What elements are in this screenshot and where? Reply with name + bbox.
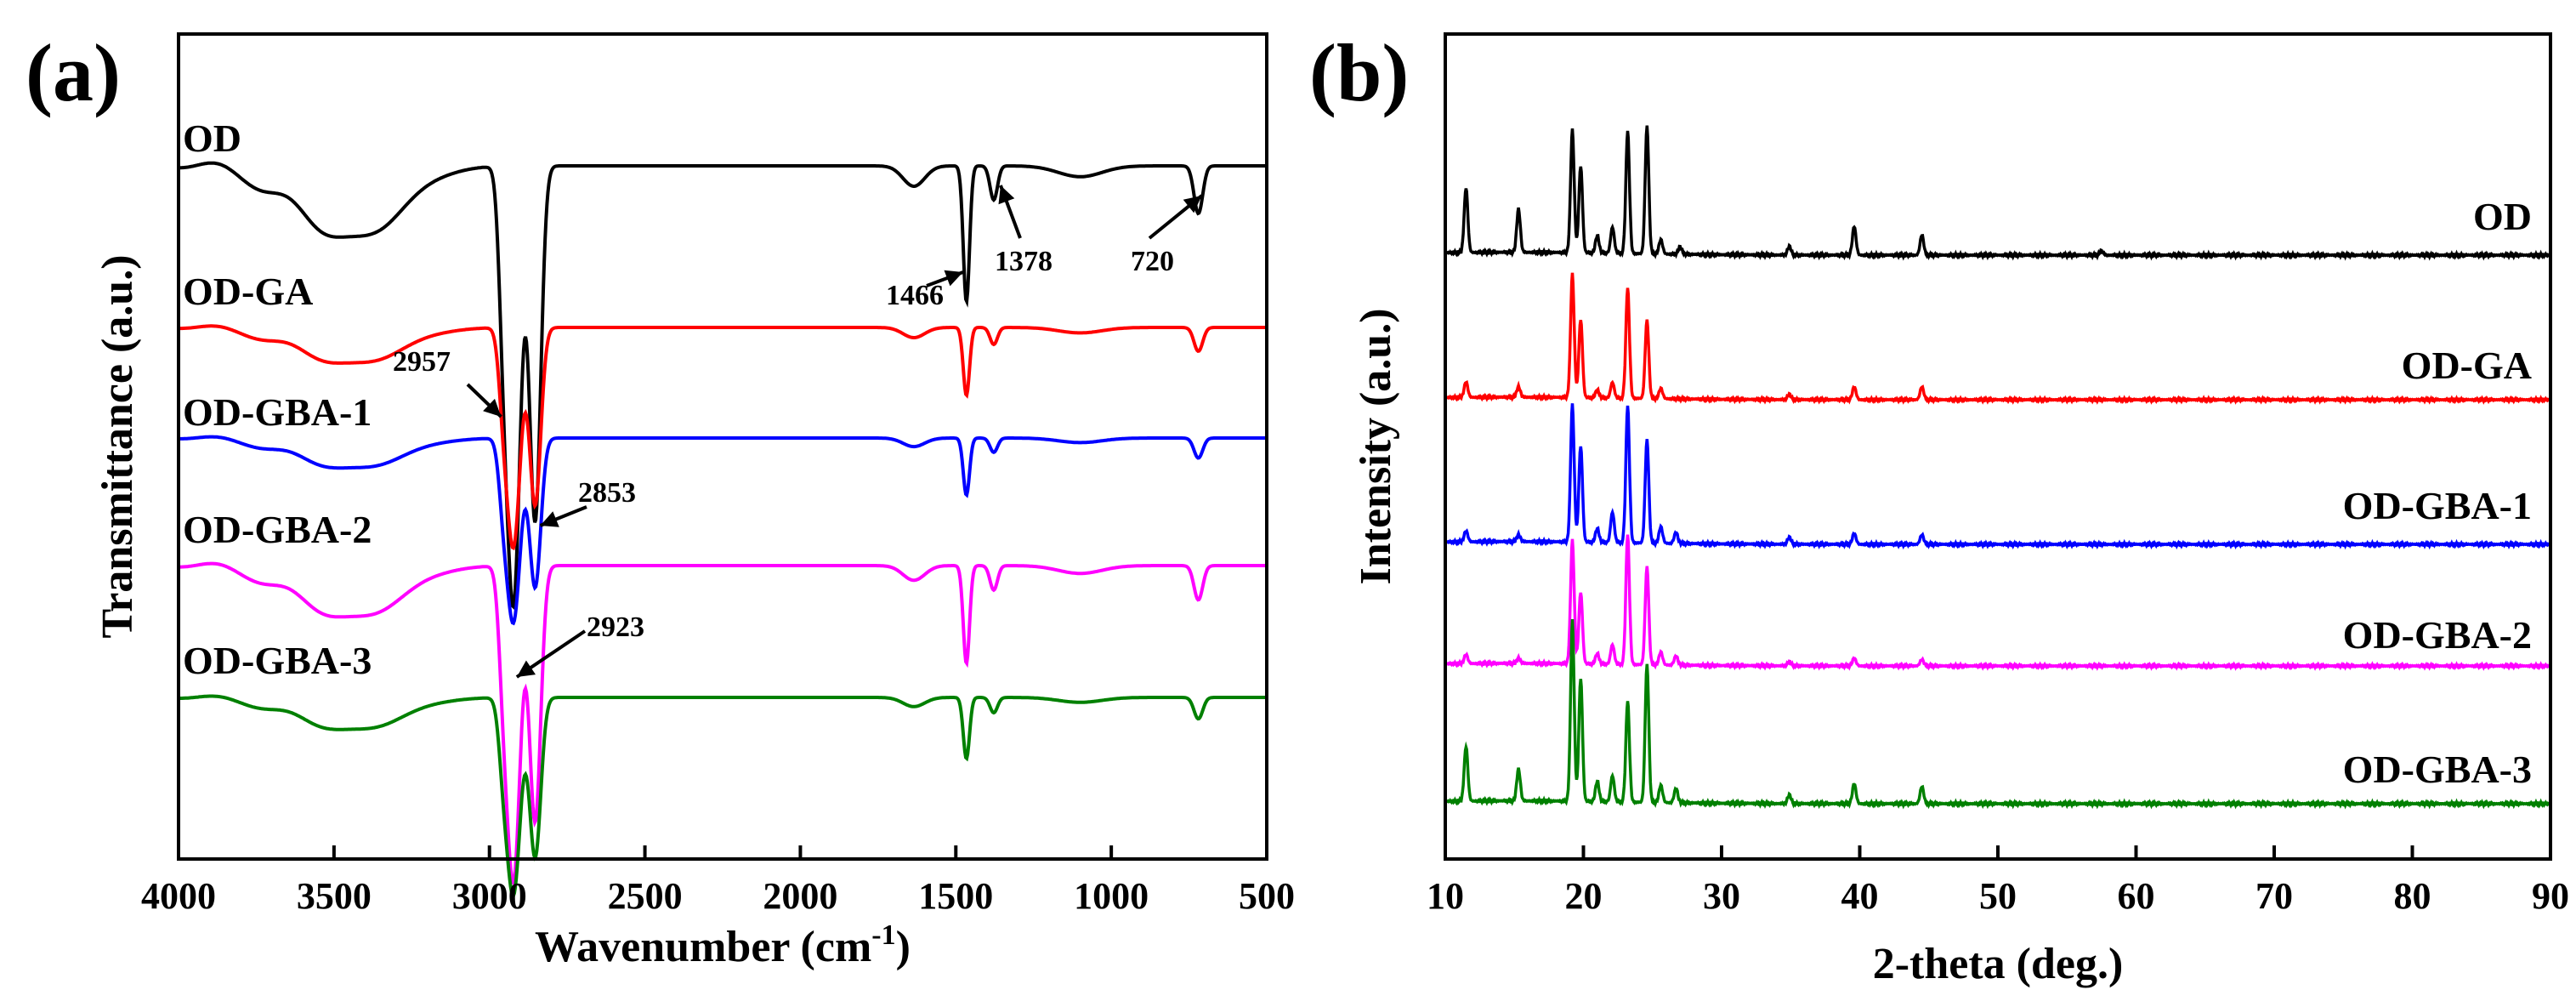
panel-a-x-tick-label: 3000 bbox=[452, 875, 527, 917]
panel-a-x-ticks: 4000 3500 3000 2500 2000 1500 1000 500 bbox=[141, 845, 1295, 917]
panel-a-annotation-label: 720 bbox=[1131, 246, 1174, 277]
panel-a-plot-frame bbox=[177, 32, 1268, 861]
panel-b-x-tick-label: 10 bbox=[1427, 875, 1464, 917]
panel-a-annotation-arrowhead bbox=[944, 270, 963, 287]
panel-a-label: (a) bbox=[26, 27, 121, 118]
panel-a-series-line bbox=[178, 161, 1267, 611]
panel-b-series-label: OD bbox=[2473, 195, 2532, 238]
panel-b-series-label: OD-GBA-1 bbox=[2343, 484, 2532, 527]
panel-a-annotation-arrowhead bbox=[540, 511, 559, 527]
panel-a-series-label: OD-GA bbox=[183, 270, 313, 313]
panel-a-x-tick-label: 500 bbox=[1239, 875, 1295, 917]
panel-a-series-label: OD-GBA-1 bbox=[183, 390, 372, 434]
panel-a-x-tick-label: 2000 bbox=[763, 875, 837, 917]
panel-a-y-axis-label: Transmittance (a.u.) bbox=[94, 254, 142, 638]
panel-a-series-labels: OD OD-GA OD-GBA-1 OD-GBA-2 OD-GBA-3 bbox=[183, 117, 372, 682]
panel-b-x-tick-label: 50 bbox=[1979, 875, 2017, 917]
panel-b-series-group bbox=[1444, 125, 2551, 810]
panel-a-x-axis-label: Wavenumber (cm-1) bbox=[535, 919, 911, 971]
panel-b-x-tick-label: 20 bbox=[1565, 875, 1603, 917]
panel-a-series-label: OD-GBA-3 bbox=[183, 639, 372, 682]
panel-a-series-group bbox=[178, 161, 1267, 898]
panel-a-series-label: OD bbox=[183, 117, 241, 160]
panel-a-annotation-arrowhead bbox=[998, 185, 1015, 205]
panel-b-x-tick-label: 70 bbox=[2255, 875, 2293, 917]
panel-a-annotation-label: 1466 bbox=[886, 280, 944, 311]
panel-b-plot-frame bbox=[1444, 32, 2552, 861]
panel-a-annotation-label: 2957 bbox=[393, 346, 451, 378]
panel-a-x-tick-label: 1500 bbox=[918, 875, 993, 917]
panel-a-annotations: 1466 1378 720 2957 2853 2923 bbox=[393, 185, 1203, 679]
panel-a-series-line bbox=[179, 694, 1267, 898]
panel-b-series-labels: OD OD-GA OD-GBA-1 OD-GBA-2 OD-GBA-3 bbox=[2343, 195, 2532, 791]
panel-a-series-line bbox=[179, 561, 1267, 886]
panel-a-annotation-label: 2923 bbox=[587, 612, 644, 643]
panel-a-annotation-arrowhead bbox=[516, 660, 536, 677]
panel-a-series-label: OD-GBA-2 bbox=[183, 508, 372, 551]
panel-b-series-label: OD-GBA-2 bbox=[2343, 613, 2532, 657]
panel-a-x-tick-label: 1000 bbox=[1074, 875, 1149, 917]
panel-b-x-tick-label: 40 bbox=[1841, 875, 1879, 917]
panel-b-series-label: OD-GBA-3 bbox=[2343, 748, 2532, 791]
panel-b-xrd: (b) OD OD-GA OD-GBA-1 OD-GBA-2 OD-GBA-3 10 20… bbox=[1309, 27, 2569, 988]
panel-b-x-tick-label: 80 bbox=[2394, 875, 2431, 917]
panel-b-x-tick-label: 90 bbox=[2532, 875, 2569, 917]
panel-a-annotation-label: 1378 bbox=[995, 246, 1053, 277]
panel-a-series-line bbox=[179, 435, 1267, 626]
panel-b-x-tick-label: 30 bbox=[1703, 875, 1740, 917]
panel-b-x-ticks: 10 20 30 40 50 60 70 80 90 bbox=[1427, 845, 2569, 917]
panel-a-annotation-label: 2853 bbox=[578, 477, 636, 509]
panel-a-x-tick-label: 3500 bbox=[297, 875, 372, 917]
panel-b-x-tick-label: 60 bbox=[2118, 875, 2155, 917]
panel-a-annotation-arrowhead bbox=[1183, 196, 1202, 213]
panel-b-series-line bbox=[1444, 534, 2551, 671]
panel-b-series-line bbox=[1444, 403, 2551, 550]
panel-b-series-label: OD-GA bbox=[2402, 344, 2532, 387]
panel-a-ftir: (a) OD OD-GA OD-GBA-1 OD-GBA-2 OD-GBA-3 1466… bbox=[26, 27, 1295, 971]
panel-b-label: (b) bbox=[1309, 27, 1409, 118]
panel-a-x-tick-label: 4000 bbox=[141, 875, 216, 917]
panel-b-series-line bbox=[1444, 125, 2551, 261]
panel-b-series-line bbox=[1444, 272, 2551, 405]
panel-a-x-tick-label: 2500 bbox=[608, 875, 683, 917]
panel-a-series-line bbox=[179, 324, 1267, 551]
panel-b-y-axis-label: Intensity (a.u.) bbox=[1352, 308, 1400, 584]
panel-b-series-line bbox=[1444, 619, 2551, 810]
panel-b-x-axis-label: 2-theta (deg.) bbox=[1873, 940, 2124, 988]
panel-a-annotation-arrowhead bbox=[483, 398, 502, 417]
